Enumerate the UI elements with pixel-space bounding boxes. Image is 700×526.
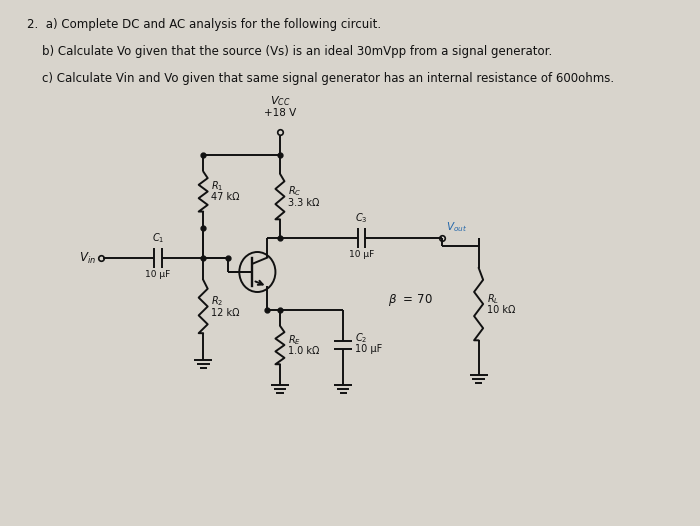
Text: $V_{out}$: $V_{out}$ xyxy=(446,220,468,234)
Text: 47 kΩ: 47 kΩ xyxy=(211,193,240,203)
Text: $R_E$: $R_E$ xyxy=(288,333,301,347)
Text: 10 μF: 10 μF xyxy=(146,270,171,279)
Text: $\beta$  = 70: $\beta$ = 70 xyxy=(389,292,433,308)
Text: $R_2$: $R_2$ xyxy=(211,295,223,308)
Text: $C_2$: $C_2$ xyxy=(355,331,368,345)
Text: 1.0 kΩ: 1.0 kΩ xyxy=(288,346,319,356)
Text: +18 V: +18 V xyxy=(264,108,296,118)
Text: $R_1$: $R_1$ xyxy=(211,179,224,194)
Text: 10 kΩ: 10 kΩ xyxy=(486,305,515,315)
Text: 12 kΩ: 12 kΩ xyxy=(211,308,240,318)
Text: 3.3 kΩ: 3.3 kΩ xyxy=(288,197,319,207)
Text: $V_{in}$: $V_{in}$ xyxy=(78,250,96,266)
Text: b) Calculate Vo given that the source (Vs) is an ideal 30mVpp from a signal gene: b) Calculate Vo given that the source (V… xyxy=(27,45,552,58)
Text: $R_L$: $R_L$ xyxy=(486,292,499,306)
Text: c) Calculate Vin and Vo given that same signal generator has an internal resista: c) Calculate Vin and Vo given that same … xyxy=(27,72,614,85)
Text: 10 μF: 10 μF xyxy=(349,250,374,259)
Text: $C_3$: $C_3$ xyxy=(355,211,368,225)
Text: $R_C$: $R_C$ xyxy=(288,185,302,198)
Text: $C_1$: $C_1$ xyxy=(152,231,164,245)
Text: $V_{CC}$: $V_{CC}$ xyxy=(270,94,290,108)
Text: 10 μF: 10 μF xyxy=(355,344,382,354)
Text: 2.  a) Complete DC and AC analysis for the following circuit.: 2. a) Complete DC and AC analysis for th… xyxy=(27,18,382,31)
